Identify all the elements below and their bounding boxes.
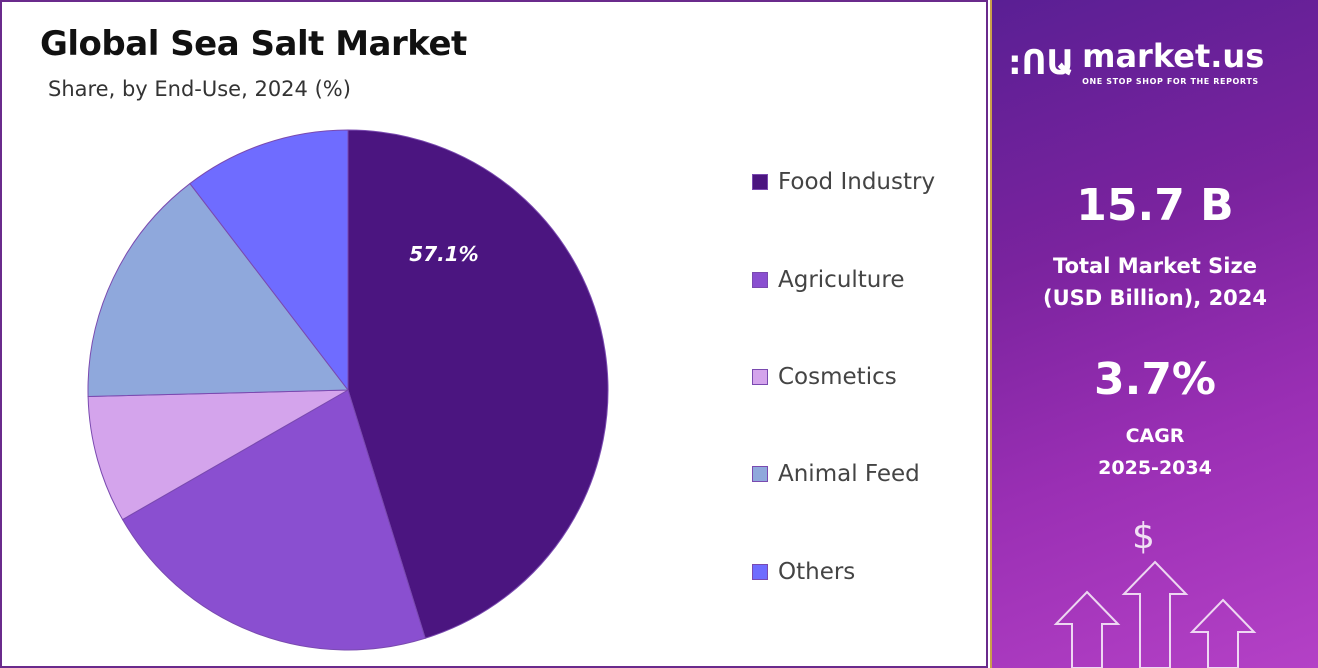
chart-title: Global Sea Salt Market bbox=[40, 24, 467, 64]
chart-subtitle: Share, by End-Use, 2024 (%) bbox=[48, 77, 351, 101]
legend-swatch bbox=[752, 369, 768, 385]
legend-item-others: Others bbox=[752, 558, 855, 586]
legend-label: Agriculture bbox=[778, 267, 905, 293]
legend-swatch bbox=[752, 564, 768, 580]
up-arrow-icon bbox=[1189, 598, 1257, 668]
data-label-food-industry: 57.1% bbox=[409, 242, 478, 266]
pie-slice-agriculture bbox=[121, 389, 426, 651]
market-us-logo: :ՈԱ market.us ONE STOP SHOP FOR THE REPO… bbox=[1008, 38, 1264, 87]
market-size-label-1: Total Market Size bbox=[1053, 254, 1257, 278]
legend-label: Others bbox=[778, 559, 856, 585]
pie-chart: 57.1% bbox=[87, 129, 609, 651]
legend-swatch bbox=[752, 174, 768, 190]
cagr-value: 3.7% bbox=[1093, 354, 1217, 405]
logo-text: market.us bbox=[1082, 37, 1265, 75]
legend-item-food-industry: Food Industry bbox=[752, 168, 935, 196]
up-arrow-icon bbox=[1121, 560, 1189, 668]
legend-label: Animal Feed bbox=[778, 461, 920, 487]
market-size-value: 15.7 B bbox=[1076, 180, 1234, 231]
summary-panel: :ՈԱ market.us ONE STOP SHOP FOR THE REPO… bbox=[990, 0, 1318, 668]
market-size-label-2: (USD Billion), 2024 bbox=[1042, 286, 1268, 310]
pie-slice-food-industry bbox=[347, 129, 609, 639]
pie-slice-animal-feed bbox=[87, 182, 349, 398]
cagr-label-1: CAGR bbox=[1125, 425, 1185, 447]
legend-item-agriculture: Agriculture bbox=[752, 266, 905, 294]
up-arrow-icon bbox=[1053, 590, 1121, 668]
legend-item-animal-feed: Animal Feed bbox=[752, 460, 920, 488]
pie-slice-others bbox=[189, 129, 349, 392]
cagr-label-2: 2025-2034 bbox=[1098, 457, 1212, 479]
logo-tagline: ONE STOP SHOP FOR THE REPORTS bbox=[1082, 77, 1259, 86]
legend-label: Cosmetics bbox=[778, 364, 897, 390]
logo-mark-icon: :ՈԱ bbox=[1008, 42, 1075, 83]
legend-swatch bbox=[752, 466, 768, 482]
legend-item-cosmetics: Cosmetics bbox=[752, 363, 897, 391]
chart-panel: Global Sea Salt Market Share, by End-Use… bbox=[0, 0, 988, 668]
legend-label: Food Industry bbox=[778, 169, 936, 195]
dollar-icon: $ bbox=[1132, 516, 1155, 557]
legend-swatch bbox=[752, 272, 768, 288]
pie-slice-cosmetics bbox=[87, 389, 349, 521]
